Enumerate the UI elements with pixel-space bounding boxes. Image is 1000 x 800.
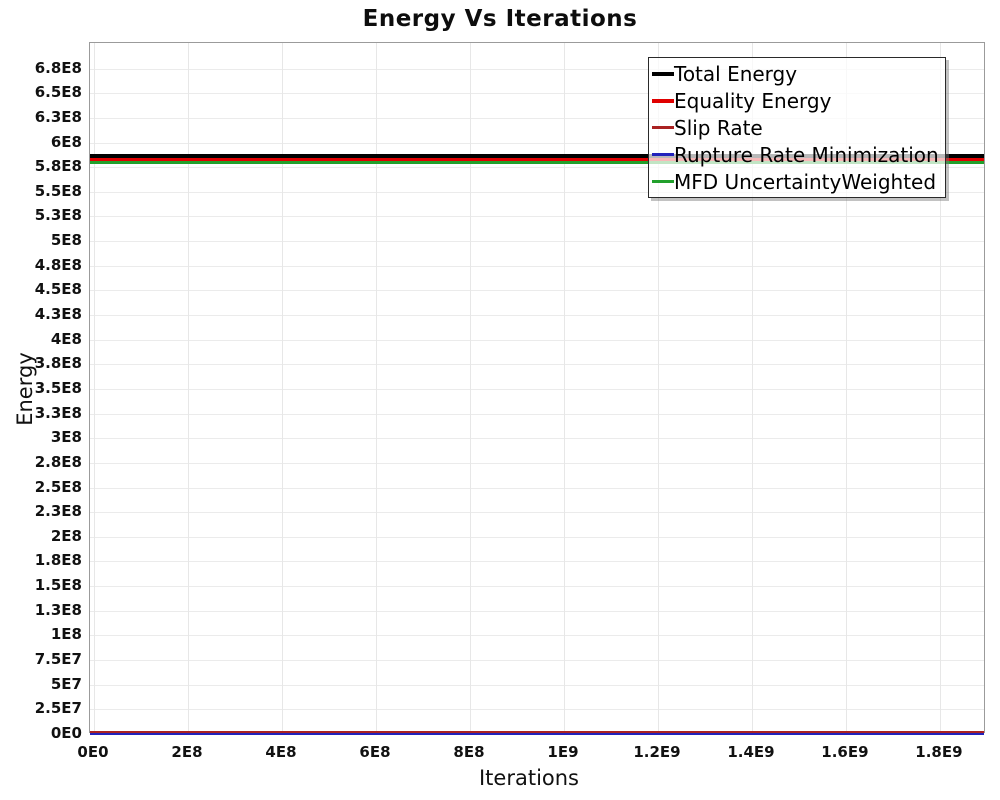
gridline-h [90, 117, 984, 119]
y-tick-label: 4.3E8 [34, 305, 82, 324]
y-tick-label: 2.8E8 [34, 452, 82, 471]
gridline-h [90, 216, 984, 218]
gridline-v [281, 43, 283, 732]
legend-label: Rupture Rate Minimization [674, 142, 939, 167]
legend-swatch-rupture-rate-minimization [652, 153, 674, 156]
y-tick-label: 4.5E8 [34, 280, 82, 299]
y-tick-label: 4E8 [50, 329, 82, 348]
legend-item-equality-energy: Equality Energy [652, 87, 942, 114]
y-tick-label: 2E8 [50, 526, 82, 545]
gridline-h [90, 487, 984, 489]
x-tick-label: 1E9 [547, 743, 579, 761]
gridline-v [469, 43, 471, 732]
x-tick-label: 1.2E9 [633, 743, 681, 761]
gridline-v [845, 43, 847, 732]
gridline-h [90, 660, 984, 662]
y-tick-label: 3E8 [50, 428, 82, 447]
legend-swatch-total-energy [652, 71, 674, 76]
y-tick-label: 1.8E8 [34, 551, 82, 570]
y-tick-label: 6.8E8 [34, 58, 82, 77]
x-tick-label: 1.4E9 [727, 743, 775, 761]
gridline-h [90, 709, 984, 711]
gridline-h [90, 290, 984, 292]
chart-title: Energy Vs Iterations [362, 6, 638, 32]
x-tick-label: 4E8 [265, 743, 297, 761]
legend-swatch-slip-rate [652, 126, 674, 129]
gridline-v [657, 43, 659, 732]
y-tick-label: 2.3E8 [34, 502, 82, 521]
x-tick-label: 1.8E9 [915, 743, 963, 761]
gridline-h [90, 512, 984, 514]
y-tick-label: 5E7 [50, 674, 82, 693]
x-tick-label: 8E8 [453, 743, 485, 761]
y-tick-label: 6E8 [50, 132, 82, 151]
gridline-h [90, 315, 984, 317]
series-line-slip-rate [90, 730, 984, 734]
x-tick-label: 1.6E9 [821, 743, 869, 761]
y-tick-label: 3.5E8 [34, 378, 82, 397]
x-tick-label: 0E0 [77, 743, 109, 761]
series-line-mfd-uncertaintyweighted [90, 160, 984, 164]
gridline-h [90, 93, 984, 95]
gridline-h [90, 684, 984, 686]
y-tick-label: 2.5E8 [34, 477, 82, 496]
legend-item-slip-rate: Slip Rate [652, 114, 942, 141]
gridline-h [90, 142, 984, 144]
gridline-v [375, 43, 377, 732]
legend-swatch-mfd-uncertaintyweighted [652, 180, 674, 183]
gridline-h [90, 462, 984, 464]
gridline-h [90, 388, 984, 390]
y-tick-label: 5E8 [50, 231, 82, 250]
gridline-h [90, 364, 984, 366]
y-tick-label: 0E0 [50, 724, 82, 742]
y-tick-label: 7.5E7 [34, 650, 82, 669]
x-tick-label: 2E8 [171, 743, 203, 761]
legend-item-mfd-uncertaintyweighted: MFD UncertaintyWeighted [652, 168, 942, 195]
gridline-v [563, 43, 565, 732]
series-line-total-energy [90, 154, 984, 159]
gridline-h [90, 586, 984, 588]
gridline-h [90, 438, 984, 440]
series-line-rupture-rate-minimization [90, 732, 984, 736]
y-tick-label: 3.8E8 [34, 354, 82, 373]
y-tick-label: 5.3E8 [34, 206, 82, 225]
x-axis-title: Iterations [478, 766, 580, 790]
y-tick-label: 4.8E8 [34, 255, 82, 274]
y-tick-label: 1E8 [50, 625, 82, 644]
gridline-v [93, 43, 95, 732]
legend-label: Equality Energy [674, 88, 832, 113]
series-line-equality-energy [90, 157, 984, 162]
y-tick-label: 1.3E8 [34, 600, 82, 619]
gridline-h [90, 635, 984, 637]
gridline-h [90, 241, 984, 243]
gridline-h [90, 167, 984, 169]
gridline-h [90, 191, 984, 193]
gridline-v [939, 43, 941, 732]
gridline-h [90, 536, 984, 538]
y-tick-label: 6.3E8 [34, 107, 82, 126]
legend-label: MFD UncertaintyWeighted [674, 169, 937, 194]
gridline-h [90, 561, 984, 563]
y-tick-label: 5.8E8 [34, 157, 82, 176]
gridline-h [90, 610, 984, 612]
gridline-v [751, 43, 753, 732]
y-tick-label: 2.5E7 [34, 699, 82, 718]
legend-item-total-energy: Total Energy [652, 60, 942, 87]
gridline-v [187, 43, 189, 732]
y-tick-label: 1.5E8 [34, 576, 82, 595]
legend-item-rupture-rate-minimization: Rupture Rate Minimization [652, 141, 942, 168]
gridline-h [90, 265, 984, 267]
legend: Total Energy Equality Energy Slip Rate Rupt… [648, 57, 946, 198]
y-tick-label: 6.5E8 [34, 83, 82, 102]
legend-label: Slip Rate [674, 115, 763, 140]
x-tick-label: 6E8 [359, 743, 391, 761]
legend-swatch-equality-energy [652, 98, 674, 103]
gridline-h [90, 68, 984, 70]
gridline-h [90, 413, 984, 415]
legend-label: Total Energy [674, 61, 798, 86]
gridline-h [90, 339, 984, 341]
y-tick-label: 5.5E8 [34, 181, 82, 200]
y-tick-label: 3.3E8 [34, 403, 82, 422]
